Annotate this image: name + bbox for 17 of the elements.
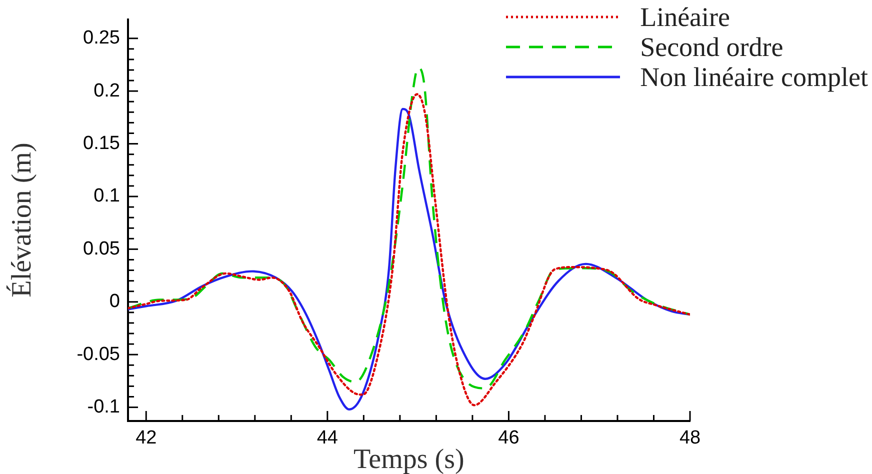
y-tick-label: 0.15 <box>83 133 120 154</box>
y-tick-label: 0.2 <box>94 80 120 102</box>
y-tick-label: 0.05 <box>83 238 120 260</box>
y-tick-label: -0.1 <box>87 396 120 418</box>
x-tick-label: 48 <box>679 428 701 449</box>
y-tick-label: 0.1 <box>94 186 120 207</box>
y-tick-label: 0 <box>109 291 120 312</box>
legend-label: Non linéaire complet <box>640 62 868 92</box>
x-tick-label: 46 <box>498 428 520 449</box>
y-axis-title: Élévation (m) <box>6 142 38 298</box>
legend-label: Linéaire <box>640 2 730 32</box>
x-axis-title: Temps (s) <box>354 444 464 474</box>
y-tick-label: -0.05 <box>76 344 120 365</box>
x-tick-label: 44 <box>316 428 338 449</box>
legend-label: Second ordre <box>640 32 784 62</box>
y-tick-label: 0.25 <box>83 28 120 49</box>
x-tick-label: 42 <box>136 428 157 449</box>
